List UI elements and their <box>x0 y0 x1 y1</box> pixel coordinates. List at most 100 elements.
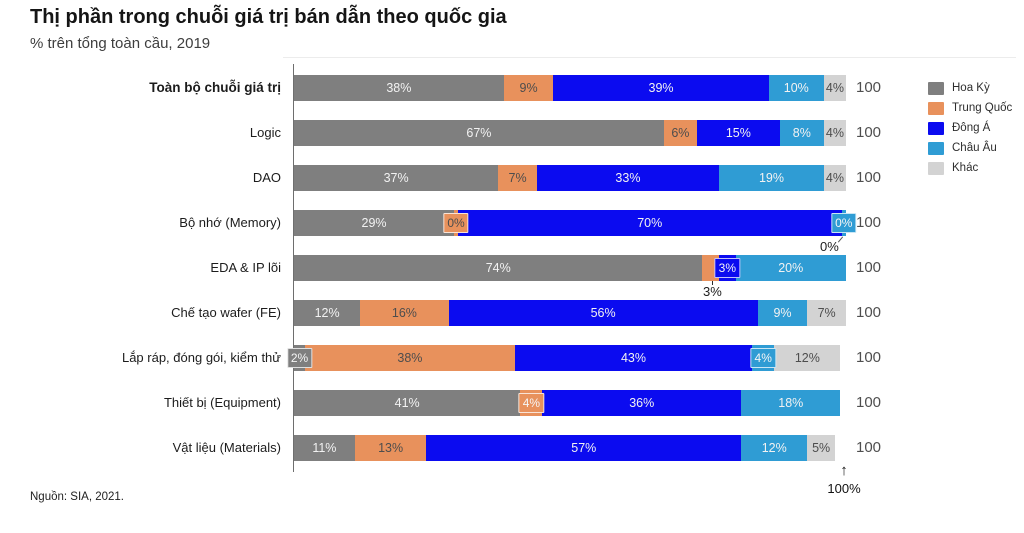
segment-value-label: 67% <box>466 126 492 140</box>
segment-value-label: 57% <box>571 441 597 455</box>
total-label: 100 <box>856 394 882 411</box>
bar-segment-chau-au: 8% <box>779 120 824 146</box>
chart-subtitle: % trên tổng toàn cầu, 2019 <box>30 35 211 52</box>
bar-segment-khac: 4% <box>823 165 846 191</box>
segment-value-chip: 0% <box>831 213 857 233</box>
legend-swatch-dong-a-icon <box>928 121 944 135</box>
stacked-bar: 41% 4% 36% 18% <box>294 390 846 416</box>
segment-value-label: 7% <box>817 306 836 320</box>
bar-segment-chau-au: 10% <box>768 75 824 101</box>
total-label: 100 <box>856 259 882 276</box>
segment-value-label: 74% <box>485 261 511 275</box>
row-label: Bộ nhớ (Memory) <box>179 215 281 230</box>
bar-segment-hoa-ky: 67% <box>294 120 664 146</box>
segment-value-label: 29% <box>361 216 387 230</box>
below-bar-annotation: 3% <box>703 284 722 299</box>
bar-segment-chau-au: 19% <box>719 165 824 191</box>
row-label: DAO <box>252 170 281 185</box>
bar-segment-chau-au: 18% <box>741 390 841 416</box>
segment-value-label: 10% <box>783 81 809 95</box>
segment-value-label: 4% <box>825 126 844 140</box>
bar-segment-chau-au: 12% <box>741 435 808 461</box>
stacked-bar: 2% 38% 43% 4% 12% <box>286 345 846 371</box>
y-axis-line <box>293 64 294 472</box>
total-100-annotation-label: 100% <box>827 481 861 496</box>
total-label: 100 <box>856 124 882 141</box>
row-label: Logic <box>249 125 281 140</box>
bar-segment-dong-a: 39% <box>553 75 769 101</box>
segment-value-label: 16% <box>391 306 417 320</box>
legend-item-khac: Khác <box>928 158 1012 178</box>
bar-segment-dong-a: 57% <box>426 435 742 461</box>
row-label: Lắp ráp, đóng gói, kiểm thử <box>121 350 281 365</box>
annotation-tick <box>838 236 844 243</box>
segment-value-label: 38% <box>397 351 423 365</box>
total-label: 100 <box>856 214 882 231</box>
segment-value-label: 41% <box>394 396 420 410</box>
segment-value-chip: 2% <box>286 348 313 368</box>
segment-value-label: 70% <box>637 216 663 230</box>
top-divider-line <box>283 57 1016 58</box>
segment-value-label: 56% <box>590 306 616 320</box>
segment-value-chip: 0% <box>443 213 469 233</box>
bar-segment-khac: 4% <box>823 120 846 146</box>
annotation-tick <box>712 281 714 285</box>
segment-value-label: 19% <box>758 171 784 185</box>
segment-value-label: 4% <box>825 171 844 185</box>
legend-item-hoa-ky: Hoa Kỳ <box>928 78 1012 98</box>
total-label: 100 <box>856 304 882 321</box>
page-title: Thị phần trong chuỗi giá trị bán dẫn the… <box>30 6 507 28</box>
segment-value-label: 11% <box>312 441 337 455</box>
bar-segment-khac: 5% <box>807 435 835 461</box>
row-label: Chế tạo wafer (FE) <box>171 305 281 320</box>
stacked-bar: 38% 9% 39% 10% 4% <box>294 75 846 101</box>
segment-value-label: 12% <box>314 306 340 320</box>
bar-segment-trung-quoc: 13% <box>354 435 427 461</box>
legend-swatch-chau-au-icon <box>928 141 944 155</box>
stacked-bar: 74% 3% 20% <box>294 255 846 281</box>
stacked-bar: 12% 16% 56% 9% 7% <box>294 300 846 326</box>
bar-segment-hoa-ky: 29% <box>294 210 455 236</box>
bar-segment-trung-quoc: 7% <box>498 165 537 191</box>
segment-value-label: 20% <box>778 261 804 275</box>
bar-segment-hoa-ky: 74% <box>294 255 703 281</box>
bar-segment-trung-quoc: 6% <box>663 120 697 146</box>
source-note: Nguồn: SIA, 2021. <box>30 491 124 503</box>
segment-value-label: 15% <box>725 126 751 140</box>
chart-legend: Hoa Kỳ Trung Quốc Đông Á Châu Âu Khác <box>928 78 1012 178</box>
up-arrow-icon: ↑ <box>840 462 848 479</box>
below-bar-annotation: 0% <box>820 239 839 254</box>
segment-value-label: 33% <box>615 171 641 185</box>
segment-value-label: 4% <box>825 81 844 95</box>
bar-segment-chau-au: 9% <box>757 300 808 326</box>
stacked-bar: 37% 7% 33% 19% 4% <box>294 165 846 191</box>
segment-value-label: 12% <box>761 441 787 455</box>
legend-swatch-khac-icon <box>928 161 944 175</box>
row-label: Toàn bộ chuỗi giá trị <box>149 80 281 95</box>
legend-label: Hoa Kỳ <box>952 82 990 94</box>
bar-segment-dong-a: 36% <box>542 390 742 416</box>
total-label: 100 <box>856 439 882 456</box>
row-label: EDA & IP lõi <box>210 260 281 275</box>
bar-segment-khac: 4% <box>823 75 846 101</box>
segment-value-label: 36% <box>629 396 655 410</box>
bar-segment-trung-quoc: 38% <box>305 345 515 371</box>
row-label: Vật liệu (Materials) <box>172 440 281 455</box>
segment-value-label: 8% <box>792 126 811 140</box>
stacked-bar: 29% 0% 70% 0% <box>294 210 857 236</box>
segment-value-label: 9% <box>519 81 538 95</box>
row-label: Thiết bị (Equipment) <box>163 395 281 410</box>
segment-value-label: 13% <box>378 441 404 455</box>
stacked-bar: 11% 13% 57% 12% 5% <box>294 435 846 461</box>
legend-label: Đông Á <box>952 122 991 134</box>
bar-segment-hoa-ky: 41% <box>294 390 521 416</box>
legend-label: Khác <box>952 162 979 174</box>
bar-segment-chau-au: 20% <box>735 255 846 281</box>
segment-value-label: 9% <box>773 306 792 320</box>
bar-segment-hoa-ky: 11% <box>294 435 355 461</box>
total-label: 100 <box>856 349 882 366</box>
segment-value-label: 5% <box>812 441 831 455</box>
legend-item-trung-quoc: Trung Quốc <box>928 98 1012 118</box>
legend-label: Trung Quốc <box>952 102 1013 114</box>
